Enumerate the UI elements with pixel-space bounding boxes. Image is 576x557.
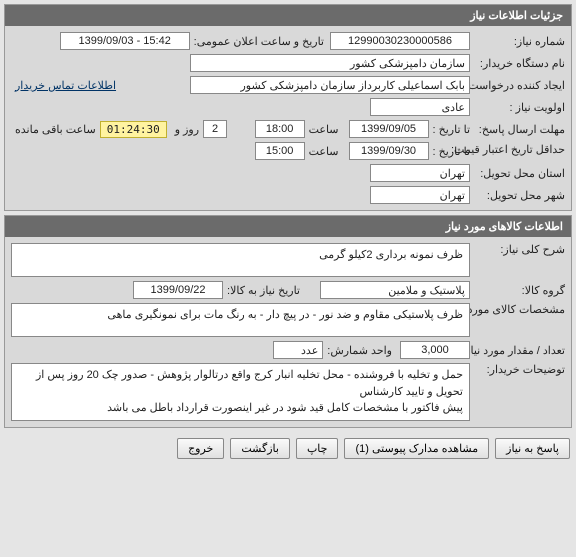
countdown-timer: 01:24:30 (100, 121, 167, 138)
city-label: شهر محل تحویل: (470, 189, 565, 202)
province-value: تهران (370, 164, 470, 182)
contact-link[interactable]: اطلاعات تماس خریدار (11, 79, 116, 92)
valid-label: حداقل تاریخ اعتبار قیمت: (470, 144, 565, 157)
day-value: 2 (203, 120, 227, 138)
need-date-value: 1399/09/22 (133, 281, 223, 299)
announce-label: تاریخ و ساعت اعلان عمومی: (190, 35, 324, 48)
creator-value: بابک اسماعیلی کاربرداز سازمان دامپزشکی ک… (190, 76, 470, 94)
spec-value: ظرف پلاستیکی مقاوم و ضد نور - در پیچ دار… (11, 303, 470, 337)
hour-label-1: ساعت (305, 123, 339, 136)
to-date-value: 1399/09/05 (349, 120, 429, 138)
req-no-label: شماره نیاز: (470, 35, 565, 48)
city-value: تهران (370, 186, 470, 204)
unit-label: واحد شمارش: (323, 344, 392, 357)
remain-label: ساعت باقی مانده (11, 123, 96, 136)
req-no-value: 12990030230000586 (330, 32, 470, 50)
org-label: نام دستگاه خریدار: (470, 57, 565, 70)
qty-value: 3,000 (400, 341, 470, 359)
group-label: گروه کالا: (470, 284, 565, 297)
buyer-note-value: حمل و تخلیه با فروشنده - محل تخلیه انبار… (11, 363, 470, 421)
province-label: استان محل تحویل: (470, 167, 565, 180)
reply-button[interactable]: پاسخ به نیاز (495, 438, 570, 459)
need-details-panel: جزئیات اطلاعات نیاز شماره نیاز: 12990030… (4, 4, 572, 211)
back-button[interactable]: بازگشت (230, 438, 290, 459)
priority-value: عادی (370, 98, 470, 116)
attachments-button[interactable]: مشاهده مدارک پیوستی (1) (344, 438, 489, 459)
spec-label: مشخصات کالای مورد نیاز: (470, 303, 565, 316)
panel1-header: جزئیات اطلاعات نیاز (5, 5, 571, 26)
announce-value: 1399/09/03 - 15:42 (60, 32, 190, 50)
buyer-note-label: توضیحات خریدار: (470, 363, 565, 376)
to-hour-value: 18:00 (255, 120, 305, 138)
priority-label: اولویت نیاز : (470, 101, 565, 114)
qty-label: تعداد / مقدار مورد نیاز: (470, 344, 565, 357)
need-date-label: تاریخ نیاز به کالا: (223, 284, 300, 297)
exit-button[interactable]: خروج (177, 438, 224, 459)
creator-label: ایجاد کننده درخواست: (470, 79, 565, 92)
hour-label-2: ساعت (305, 145, 339, 158)
button-bar: پاسخ به نیاز مشاهده مدارک پیوستی (1) چاپ… (0, 432, 576, 465)
unit-value: عدد (273, 341, 323, 359)
valid-date-value: 1399/09/30 (349, 142, 429, 160)
valid-to-label: تا تاریخ : (429, 145, 470, 158)
group-value: پلاستیک و ملامین (320, 281, 470, 299)
goods-info-panel: اطلاعات کالاهای مورد نیاز شرح کلی نیاز: … (4, 215, 572, 428)
valid-hour-value: 15:00 (255, 142, 305, 160)
panel2-header: اطلاعات کالاهای مورد نیاز (5, 216, 571, 237)
general-label: شرح کلی نیاز: (470, 243, 565, 256)
org-value: سازمان دامپزشکی کشور (190, 54, 470, 72)
general-value: ظرف نمونه برداری 2کیلو گرمی (11, 243, 470, 277)
day-label: روز و (171, 123, 199, 136)
deadline-label: مهلت ارسال پاسخ: (470, 123, 565, 136)
to-date-label: تا تاریخ : (429, 123, 470, 136)
print-button[interactable]: چاپ (296, 438, 339, 459)
